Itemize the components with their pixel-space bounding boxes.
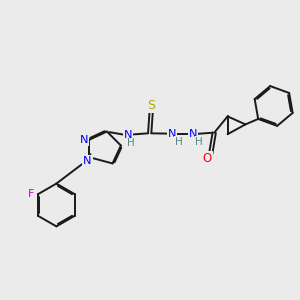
Text: H: H (127, 138, 135, 148)
Text: F: F (28, 189, 34, 199)
Text: N: N (83, 156, 92, 166)
Text: S: S (147, 100, 155, 112)
Text: H: H (196, 136, 203, 147)
Text: N: N (189, 129, 197, 139)
Text: H: H (175, 136, 182, 147)
Text: O: O (202, 152, 212, 165)
Text: N: N (168, 129, 176, 139)
Text: N: N (124, 130, 133, 140)
Text: N: N (80, 135, 88, 145)
